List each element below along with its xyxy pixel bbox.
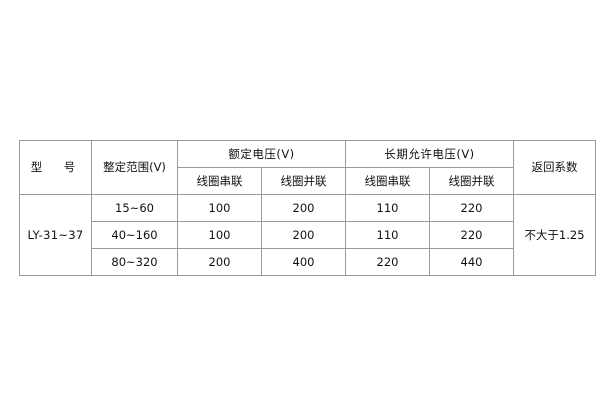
cell-rated-series: 200 bbox=[177, 248, 262, 276]
table-header-row-2: 线圈串联 线圈并联 线圈串联 线圈并联 bbox=[20, 167, 596, 195]
header-long-coil-parallel: 线圈并联 bbox=[429, 167, 514, 195]
cell-rated-parallel: 200 bbox=[261, 194, 346, 222]
table-header-row-1: 型 号 整定范围(V) 额定电压(V) 长期允许电压(V) 返回系数 bbox=[19, 140, 596, 195]
cell-rated-parallel: 400 bbox=[261, 248, 346, 276]
cell-long-series: 220 bbox=[345, 248, 430, 276]
cell-long-series: 110 bbox=[345, 221, 430, 249]
cell-range: 15~60 bbox=[91, 194, 178, 222]
cell-model-value: LY-31~37 bbox=[19, 194, 92, 276]
table-row: 40~160 100 200 110 220 bbox=[20, 221, 596, 249]
cell-rated-series: 100 bbox=[177, 194, 262, 222]
cell-long-series: 110 bbox=[345, 194, 430, 222]
header-long-coil-series: 线圈串联 bbox=[345, 167, 430, 195]
specification-table: 型 号 整定范围(V) 额定电压(V) 长期允许电压(V) 返回系数 线圈串联 … bbox=[19, 140, 596, 276]
header-rated-voltage: 额定电压(V) bbox=[177, 140, 346, 168]
header-model: 型 号 bbox=[19, 140, 92, 195]
cell-long-parallel: 220 bbox=[429, 221, 514, 249]
cell-rated-series: 100 bbox=[177, 221, 262, 249]
table-row: 80~320 200 400 220 440 bbox=[20, 248, 596, 276]
cell-range: 80~320 bbox=[91, 248, 178, 276]
cell-range: 40~160 bbox=[91, 221, 178, 249]
cell-long-parallel: 220 bbox=[429, 194, 514, 222]
table-row: LY-31~37 15~60 100 200 110 220 不大于1.25 bbox=[19, 194, 596, 276]
cell-rated-parallel: 200 bbox=[261, 221, 346, 249]
header-long-term-voltage: 长期允许电压(V) bbox=[345, 140, 514, 168]
cell-long-parallel: 440 bbox=[429, 248, 514, 276]
cell-return-coefficient-value: 不大于1.25 bbox=[513, 194, 596, 276]
header-setting-range: 整定范围(V) bbox=[91, 140, 178, 195]
header-return-coefficient: 返回系数 bbox=[513, 140, 596, 195]
header-rated-coil-series: 线圈串联 bbox=[177, 167, 262, 195]
header-rated-coil-parallel: 线圈并联 bbox=[261, 167, 346, 195]
